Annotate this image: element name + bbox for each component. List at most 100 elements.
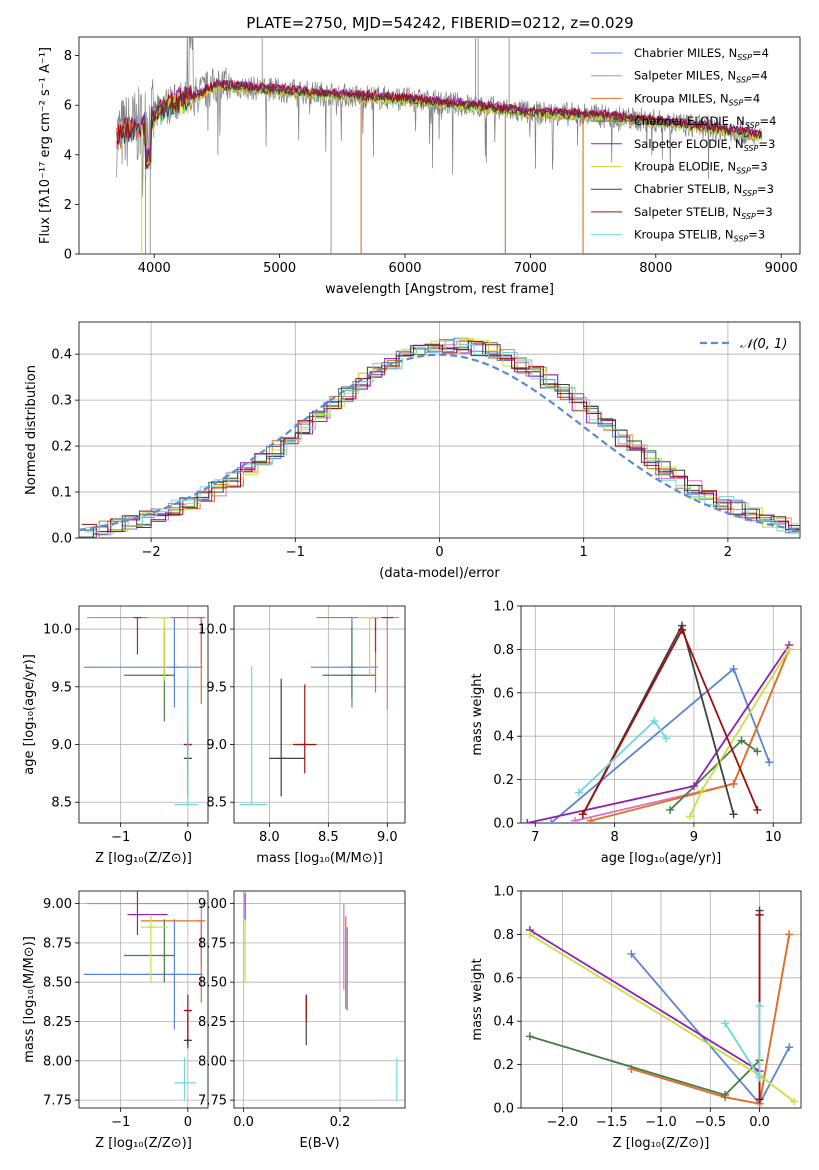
age_vs_Z-points [83,616,206,806]
marker-kroupa_miles [785,930,794,939]
y-axis-label: age [log₁₀(age/yr)] [22,654,37,775]
series-chabrier_elodie [529,1035,761,1097]
legend-label-salpeter_stelib: Salpeter STELIB, NSSP=3 [634,205,773,221]
x-axis-label: Z [log₁₀(Z/Z⊙)] [95,851,192,866]
legend-label-kroupa_miles: Kroupa MILES, NSSP=4 [634,91,760,107]
x-tick-label: 7 [531,830,539,845]
y-tick-label: 7.75 [198,1094,227,1109]
marker-kroupa_miles [729,779,738,788]
y-tick-label: 8.75 [198,936,227,951]
series-salpeter_miles [574,649,790,822]
legend-subscript: SSP [737,53,752,62]
spectrum-axes: 4000 5000 6000 7000 8000 9000 0 2 4 6 8 wavelength … [38,36,801,297]
marker-kroupa_stelib [755,1073,764,1082]
y-tick-label: 7.75 [43,1094,72,1109]
gaussian-curve [79,353,800,531]
y-axis-label: Flux [fλ10⁻¹⁷ erg cm⁻² s⁻¹ A⁻¹] [38,47,53,244]
x-tick-label: 5000 [263,261,296,276]
legend-suffix: =4 [752,46,769,60]
y-tick-label: 9.0 [206,738,227,753]
age_vs_mass-axes: 8.0 8.5 9.0 8.5 9.0 9.5 10.0 mass [log₁₀(M/M⊙)] [198,605,406,866]
y-tick-label: 9.0 [51,738,72,753]
y-tick-label: 4 [64,148,72,163]
mass_vs_ebv-points [244,892,398,1101]
legend-subscript: SSP [736,76,751,85]
marker-salpeter_stelib [755,1095,764,1104]
legend-label-chabrier_stelib: Chabrier STELIB, NSSP=3 [634,182,774,198]
legend-subscript: SSP [729,98,744,107]
marker-salpeter_stelib [578,810,587,819]
histogram-salpeter_miles [81,341,800,536]
spectrum-legend: Chabrier MILES, NSSP=4 Salpeter MILES, NS… [591,46,776,244]
y-tick-label: 0.8 [493,928,514,943]
mass_vs_Z-points [83,891,206,1101]
y-tick-label: 9.00 [43,897,72,912]
y-tick-label: 0.0 [493,1102,514,1117]
y-tick-label: 8.25 [198,1015,227,1030]
legend-label-kroupa_stelib: Kroupa STELIB, NSSP=3 [634,228,765,244]
mass_vs_Z-frame [78,890,209,1109]
y-tick-label: 0.2 [493,1058,514,1073]
residuals-frame [78,321,801,539]
x-tick-label: 9000 [765,261,798,276]
x-tick-label: 6000 [388,261,421,276]
y-tick-label: 0.4 [493,1015,514,1030]
y-tick-label: 9.5 [206,680,227,695]
age_vs_Z-axes: −1 0 8.5 9.0 9.5 10.0 Z [log₁₀(Z/Z⊙)] age [log₁… [22,605,209,866]
x-tick-label: 0.0 [233,1115,254,1130]
x-tick-label: 0.0 [749,1115,770,1130]
marker-chabrier_elodie [721,1090,730,1099]
legend-label-salpeter_miles: Salpeter MILES, NSSP=4 [634,69,768,85]
marker-kroupa_miles [586,816,595,823]
spectrum-frame [78,36,801,255]
y-tick-label: 0.0 [51,532,72,547]
x-tick-label: 0.2 [330,1115,351,1130]
y-tick-label: 9.5 [51,680,72,695]
weight_vs_Z-axes: −2.0 −1.5 −1.0 −0.5 0.0 0.0 0.2 0.4 0.6 0.8 1.0 Z [… [470,885,802,1151]
x-tick-label: 10 [765,830,782,845]
legend-label-chabrier_miles: Chabrier MILES, NSSP=4 [634,46,769,62]
age_vs_mass-frame [233,605,406,824]
legend-subscript: SSP [734,235,749,244]
y-tick-label: 1.0 [493,600,514,615]
series-chabrier_elodie [669,739,758,811]
marker-salpeter_elodie [523,819,532,823]
x-axis-label: Z [log₁₀(Z/Z⊙)] [95,1136,192,1151]
spectrum-lines [116,37,763,254]
x-axis-label: (data-model)/error [379,566,500,581]
marker-chabrier_miles [785,1043,794,1052]
x-tick-label: −2.0 [547,1115,579,1130]
x-tick-label: 9.0 [377,830,398,845]
y-tick-label: 8.00 [43,1054,72,1069]
age_vs_Z-frame [78,605,209,824]
model-spectrum-chabrier_stelib [116,81,763,165]
y-tick-label: 0.6 [493,686,514,701]
series-kroupa_stelib [578,719,667,794]
y-tick-label: 0.0 [493,817,514,832]
marker-chabrier_miles [765,758,774,767]
x-tick-label: 8000 [639,261,672,276]
legend-label-chabrier_elodie: Chabrier ELODIE, NSSP=4 [634,114,776,130]
weight_vs_age-axes: 7 8 9 10 0.0 0.2 0.4 0.6 0.8 1.0 age [log₁₀(age/yr… [470,600,802,866]
x-axis-label: mass [log₁₀(M/M⊙)] [256,851,383,866]
model-spectrum-salpeter_stelib [116,77,763,169]
marker-salpeter_elodie [689,782,698,791]
y-tick-label: 10.0 [198,623,227,638]
x-tick-label: 8.0 [259,830,280,845]
series-salpeter_elodie [529,929,761,1072]
legend-suffix: =3 [751,160,768,174]
model-spectrum-salpeter_elodie [141,79,762,170]
legend-suffix: =4 [760,114,777,128]
marker-chabrier_miles [547,819,556,823]
histogram-kroupa_elodie [84,338,800,534]
marker-chabrier_stelib [729,810,738,819]
x-tick-label: −1.0 [645,1115,677,1130]
panels: 4000 5000 6000 7000 8000 900002468wavelength … [22,36,802,1151]
marker-kroupa_elodie [685,812,694,821]
y-tick-label: 8.5 [51,796,72,811]
y-tick-label: 1.0 [493,885,514,900]
marker-kroupa_elodie [697,786,706,795]
x-tick-label: 9 [690,830,698,845]
legend-subscript: SSP [741,212,756,221]
